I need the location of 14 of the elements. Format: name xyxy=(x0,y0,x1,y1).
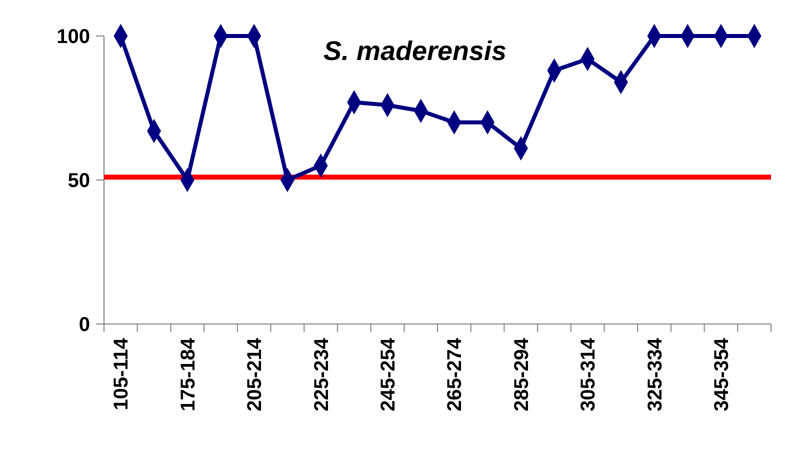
x-tick-label: 285-294 xyxy=(510,337,533,412)
x-tick-label: 225-234 xyxy=(310,337,333,412)
x-tick-label: 175-184 xyxy=(177,337,200,412)
x-tick-label: 245-254 xyxy=(377,337,400,412)
x-tick-label: 265-274 xyxy=(444,337,466,412)
x-tick-label: 105-114 xyxy=(110,337,133,410)
x-tick-label: 325-334 xyxy=(644,337,666,412)
x-tick-label: 305-314 xyxy=(578,337,600,412)
x-tick-label: 205-214 xyxy=(244,337,266,412)
chart-title: S. maderensis xyxy=(323,36,507,66)
y-tick-label: 100 xyxy=(56,26,90,48)
y-tick-label: 50 xyxy=(68,170,90,192)
y-tick-label: 0 xyxy=(78,314,90,336)
x-tick-label: 345-354 xyxy=(710,337,733,412)
